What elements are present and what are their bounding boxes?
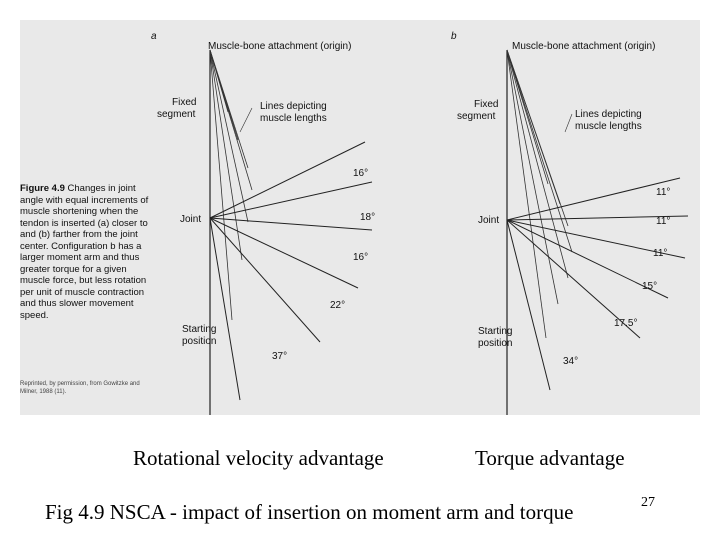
panel-b-muscle-line — [506, 49, 547, 339]
panel-b-moving-segment — [506, 219, 669, 299]
panel-a-angle-label: 22° — [330, 300, 346, 311]
panel-b-moving-segment — [506, 219, 686, 259]
figure-credit: Reprinted, by permission, from Gowitzke … — [20, 381, 140, 395]
panel-a-angle-label: 16° — [353, 168, 369, 179]
panel-b-start-label: position — [478, 338, 513, 349]
figure-caption-body: Changes in joint angle with equal increm… — [20, 183, 149, 321]
scanned-figure: a Muscle-bone attachment (origin) Fixed … — [20, 20, 700, 415]
label-rotational-velocity: Rotational velocity advantage — [133, 446, 384, 470]
panel-a-start-label: position — [182, 336, 217, 347]
panel-b-moving-segment — [506, 177, 681, 221]
panel-a-origin-label: Muscle-bone attachment (origin) — [208, 41, 352, 52]
panel-b-moving-segment — [506, 215, 689, 221]
panel-a-muscle-line — [209, 49, 249, 169]
panel-b-muscle-line — [506, 49, 569, 279]
panel-b-angle-label: 11° — [653, 248, 668, 259]
panel-b-pointer — [564, 113, 573, 133]
figure-caption-title: Figure 4.9 — [20, 183, 65, 194]
diagram-lines — [209, 49, 689, 415]
figure-caption: Figure 4.9 Changes in joint angle with e… — [20, 183, 150, 321]
panel-a-pointer — [239, 107, 253, 133]
slide-caption: Fig 4.9 NSCA - impact of insertion on mo… — [45, 500, 574, 524]
panel-a-moving-segment — [209, 217, 359, 289]
panel-a-angle-label: 18° — [360, 212, 376, 223]
panel-b-angle-label: 34° — [563, 356, 579, 367]
panel-a-fixed-label: segment — [157, 109, 196, 120]
panel-b-fixed-label: Fixed — [474, 99, 499, 110]
panel-a-letter: a — [151, 31, 157, 42]
panel-b-joint-label: Joint — [478, 215, 500, 226]
panel-b-fixed-label: segment — [457, 111, 496, 122]
panel-a-muscle-line — [209, 49, 249, 223]
panel-a-muscle-line — [209, 49, 243, 261]
panel-b-muscle-line — [506, 49, 559, 305]
panel-b-angle-label: 17.5° — [614, 318, 638, 329]
panel-b-starting-segment — [506, 219, 551, 391]
panel-a-moving-segment — [209, 217, 321, 343]
panel-a-muscle-line — [209, 49, 253, 191]
panel-b-moving-segment — [506, 219, 641, 339]
panel-b-origin-label: Muscle-bone attachment (origin) — [512, 41, 656, 52]
panel-a-angle-label: 37° — [272, 351, 288, 362]
panel-b-lines-label: muscle lengths — [575, 121, 642, 132]
panel-a-angle-label: 16° — [353, 252, 369, 263]
panel-a-lines — [209, 49, 373, 415]
panel-a-moving-segment — [209, 217, 373, 231]
slide-number: 27 — [641, 495, 655, 510]
panel-b-angle-label: 11° — [656, 216, 671, 227]
panel-a-start-label: Starting — [182, 324, 217, 335]
panel-b-lines-label: Lines depicting — [575, 109, 642, 120]
panel-b-start-label: Starting — [478, 326, 513, 337]
label-torque-advantage: Torque advantage — [475, 446, 625, 470]
panel-a-starting-segment — [209, 217, 241, 401]
panel-b-lines — [506, 49, 689, 415]
panel-a-moving-segment — [209, 141, 366, 219]
panel-a-lines-label: muscle lengths — [260, 113, 327, 124]
panel-a-moving-segment — [209, 181, 373, 219]
panel-b-angle-label: 15° — [642, 281, 658, 292]
panel-b-letter: b — [451, 31, 457, 42]
panel-b-muscle-line — [506, 49, 569, 227]
panel-a-muscle-line — [209, 49, 233, 321]
panel-a-joint-label: Joint — [180, 214, 202, 225]
panel-b-angle-label: 11° — [656, 187, 671, 198]
panel-a-lines-label: Lines depicting — [260, 101, 327, 112]
panel-a-fixed-label: Fixed — [172, 97, 197, 108]
